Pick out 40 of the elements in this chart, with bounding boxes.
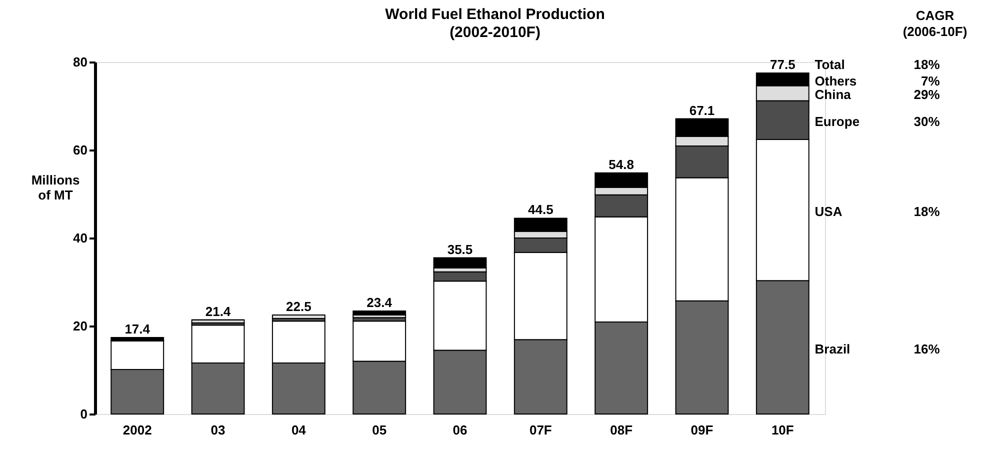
total-label: 67.1 [689, 102, 715, 118]
y-tick-label: 60 [73, 142, 88, 158]
x-tick-label: 04 [291, 422, 307, 438]
total-label: 35.5 [447, 242, 473, 257]
text: 18% [914, 57, 940, 72]
total-label: 17.4 [124, 321, 151, 336]
text: 16% [914, 341, 940, 356]
series-label: Brazil [814, 341, 850, 356]
series-label: Europe [814, 114, 860, 130]
text: 18% [914, 204, 940, 220]
x-tick-label: 09F [690, 422, 714, 438]
series-label: USA [814, 204, 843, 220]
y-tick-label: 0 [80, 406, 88, 422]
series-label: China [814, 87, 852, 102]
x-tick-label: 06 [452, 422, 468, 438]
y-axis-title: Millions of MT [31, 172, 80, 202]
total-label: 23.4 [366, 295, 393, 310]
bar [352, 310, 406, 316]
chart-title: World Fuel Ethanol Production (2002-2010F) [385, 6, 605, 41]
total-label: 44.5 [528, 202, 554, 218]
total-label: 21.4 [205, 304, 232, 319]
x-tick-label: 2002 [122, 422, 152, 438]
y-tick-label: 80 [73, 54, 88, 70]
x-tick-label: 07F [529, 422, 552, 438]
annotation: Total [814, 57, 845, 72]
series-label: Others [814, 73, 857, 88]
total-label: 77.5 [770, 57, 796, 72]
x-tick-label: 03 [210, 422, 226, 438]
x-tick-label: 05 [372, 422, 387, 438]
total-label: 54.8 [608, 156, 634, 172]
total-label: 22.5 [286, 299, 312, 314]
x-tick-label: 10F [771, 422, 794, 438]
y-tick-label: 20 [73, 318, 88, 334]
y-tick-label: 40 [73, 230, 88, 246]
text: 30% [914, 114, 940, 130]
text: CAGR (2006-10F) [902, 8, 968, 39]
bar [433, 257, 487, 268]
x-tick-label: 08F [610, 422, 633, 438]
text: 29% [914, 87, 940, 102]
text: 7% [920, 73, 940, 88]
